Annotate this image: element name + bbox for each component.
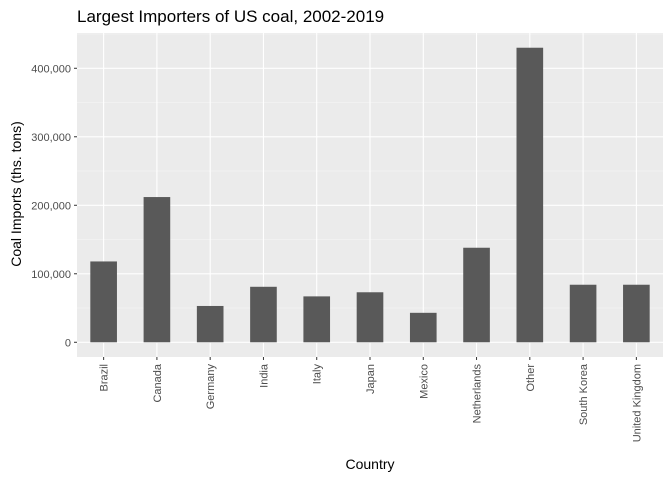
x-tick-label: Mexico	[418, 364, 430, 399]
bar-netherlands	[463, 247, 490, 343]
x-tick-label: Other	[525, 364, 537, 392]
y-axis: 0 100,000 200,000 300,000 400,000	[31, 63, 77, 349]
bar-south-korea	[569, 284, 597, 343]
y-tick-label: 0	[65, 337, 71, 349]
bar-germany	[196, 305, 224, 343]
x-tick-label: South Korea	[578, 363, 590, 425]
y-tick-label: 100,000	[31, 269, 71, 281]
y-axis-title: Coal Imports (ths. tons)	[8, 121, 24, 267]
x-tick-label: Brazil	[99, 364, 111, 392]
y-tick-label: 300,000	[31, 132, 71, 144]
bar-mexico	[409, 312, 437, 343]
x-tick-label: India	[258, 363, 270, 388]
x-tick-label: Italy	[312, 364, 324, 385]
bar-japan	[356, 292, 384, 343]
bar-united-kingdom	[623, 284, 650, 343]
x-axis: Brazil Canada Germany India Italy Japan Mexico…	[99, 357, 643, 442]
x-tick-label: Canada	[152, 363, 164, 402]
bar-canada	[143, 197, 171, 343]
x-tick-label: Netherlands	[472, 364, 484, 424]
bar-india	[250, 286, 277, 343]
x-tick-label: Japan	[365, 364, 377, 394]
x-tick-label: United Kingdom	[631, 364, 643, 442]
y-tick-label: 400,000	[31, 63, 71, 75]
bar-italy	[303, 296, 331, 343]
x-tick-label: Germany	[205, 364, 217, 410]
y-tick-label: 200,000	[31, 200, 71, 212]
chart-title: Largest Importers of US coal, 2002-2019	[77, 7, 384, 26]
bar-brazil	[90, 261, 117, 343]
bars	[90, 47, 650, 343]
bar-other	[516, 47, 544, 343]
x-axis-title: Country	[345, 456, 394, 472]
